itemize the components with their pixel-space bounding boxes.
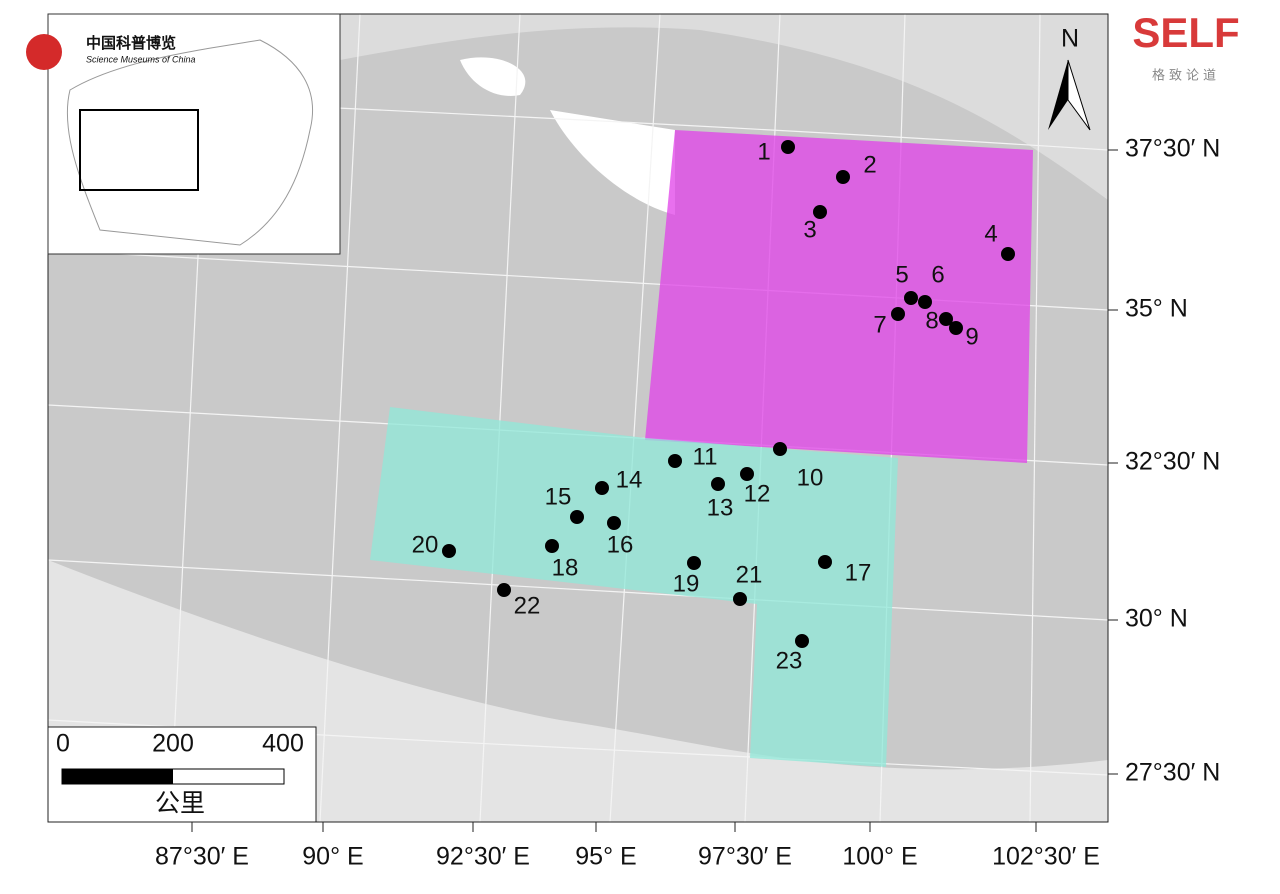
scale-label: 200 (152, 730, 194, 758)
scale-label: 0 (56, 730, 70, 758)
site-label: 15 (545, 483, 572, 510)
site-marker (740, 467, 754, 481)
lat-label: 27°30′ N (1125, 759, 1220, 787)
north-arrow-right (1067, 59, 1091, 131)
north-arrow-left (1048, 60, 1068, 130)
site-marker (442, 544, 456, 558)
lat-label: 37°30′ N (1125, 135, 1220, 163)
site-label: 4 (984, 220, 997, 247)
site-marker (668, 454, 682, 468)
north-label: N (1061, 25, 1079, 53)
lon-label: 102°30′ E (992, 843, 1100, 871)
site-marker (795, 634, 809, 648)
relief-light (340, 14, 1108, 200)
lon-label: 95° E (575, 843, 636, 871)
site-marker (949, 321, 963, 335)
lat-label: 32°30′ N (1125, 448, 1220, 476)
site-marker (497, 583, 511, 597)
museum-name-en: Science Museums of China (86, 54, 196, 64)
site-label: 3 (803, 216, 816, 243)
lat-label: 30° N (1125, 605, 1188, 633)
inset-frame (47, 13, 341, 255)
site-label: 16 (607, 531, 634, 558)
inset: 中国科普博览 Science Museums of China (26, 13, 341, 255)
site-label: 13 (707, 494, 734, 521)
inset-outline (66, 39, 314, 246)
site-label: 7 (873, 311, 886, 338)
lon-label: 90° E (302, 843, 363, 871)
scale-bar (47, 726, 317, 823)
inset-extent (79, 109, 199, 191)
site-label: 14 (616, 466, 643, 493)
north-arrow: N (1048, 25, 1091, 131)
museum-logo (26, 34, 62, 70)
site-label: 10 (797, 464, 824, 491)
site-marker (939, 312, 953, 326)
site-label: 9 (965, 323, 978, 350)
site-marker (1001, 247, 1015, 261)
site-marker (891, 307, 905, 321)
site-marker (570, 510, 584, 524)
region-south (370, 407, 898, 767)
site-label: 2 (863, 151, 876, 178)
site-marker (687, 556, 701, 570)
site-marker (773, 442, 787, 456)
scale-bar-fill (62, 769, 173, 784)
site-marker (781, 140, 795, 154)
site-label: 6 (931, 261, 944, 288)
site-marker (918, 295, 932, 309)
lon-label: 100° E (842, 843, 917, 871)
map-frame (47, 13, 1109, 823)
site-label: 23 (776, 647, 803, 674)
site-label: 19 (673, 570, 700, 597)
lat-label: 35° N (1125, 295, 1188, 323)
site-marker (904, 291, 918, 305)
blank-area (550, 110, 675, 215)
site-label: 12 (744, 480, 771, 507)
lake (460, 57, 526, 96)
site-marker (607, 516, 621, 530)
scale-label: 400 (262, 730, 304, 758)
self-logo: SELF (1132, 9, 1239, 56)
museum-name: 中国科普博览 (86, 34, 176, 52)
site-label: 17 (845, 559, 872, 586)
scale-unit: 公里 (155, 790, 205, 818)
site-label: 22 (514, 592, 541, 619)
self-subtitle: 格致论道 (1152, 67, 1220, 82)
site-marker (836, 170, 850, 184)
site-label: 1 (757, 138, 770, 165)
site-marker (818, 555, 832, 569)
site-marker (545, 539, 559, 553)
site-label: 5 (895, 261, 908, 288)
site-marker (813, 205, 827, 219)
site-marker (733, 592, 747, 606)
region-north (645, 130, 1033, 463)
site-label: 8 (925, 307, 938, 334)
site-marker (711, 477, 725, 491)
lon-label: 87°30′ E (155, 843, 249, 871)
site-label: 18 (552, 554, 579, 581)
site-label: 20 (412, 531, 439, 558)
lon-label: 92°30′ E (436, 843, 530, 871)
lon-label: 97°30′ E (698, 843, 792, 871)
site-label: 11 (693, 443, 718, 470)
site-label: 21 (736, 561, 763, 588)
site-marker (595, 481, 609, 495)
